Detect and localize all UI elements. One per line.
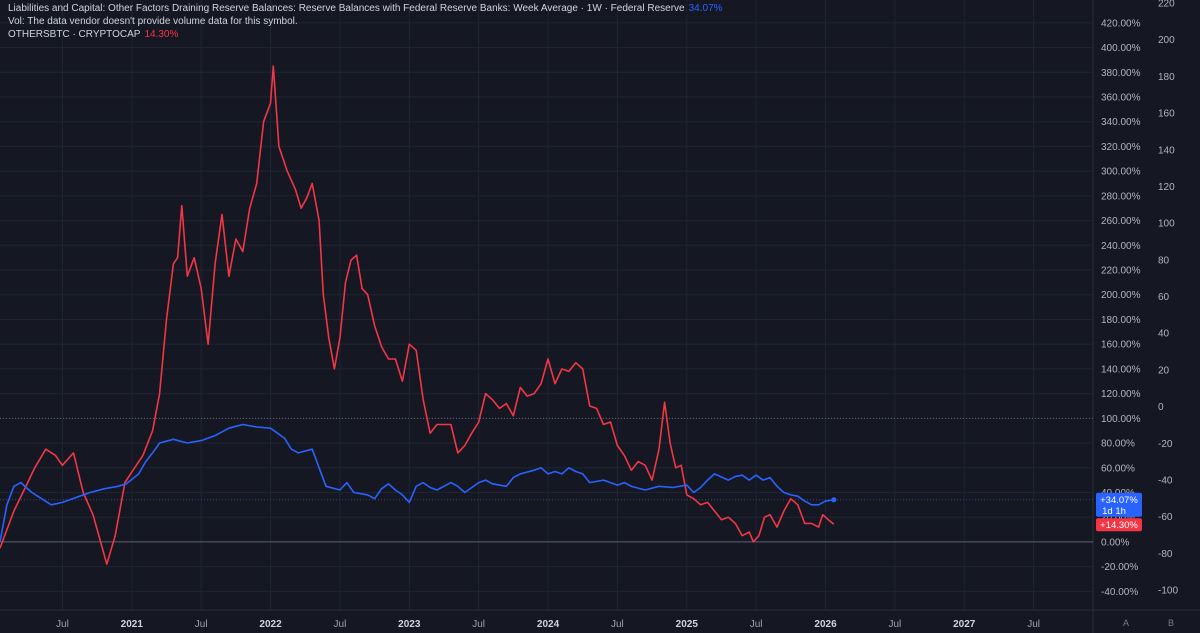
percent-axis-tick-label: 200.00% [1101, 290, 1141, 301]
x-tick-label: 2027 [953, 619, 976, 630]
legend-vol-note: Vol: The data vendor doesn't provide vol… [8, 16, 298, 27]
x-tick-label: Jul [888, 619, 901, 630]
value-axis-tick-label: 220 [1158, 0, 1175, 10]
percent-axis-tick-label: -20.00% [1101, 562, 1138, 573]
badge-blue-countdown: 1d 1h [1102, 506, 1126, 517]
series-line-otherbtc[interactable] [0, 65, 835, 565]
badge-red-value: +14.30% [1100, 520, 1138, 531]
x-axis[interactable]: Jul 2021 Jul 2022 Jul 2023 Jul 2024 Jul 2025 Jul 20… [56, 619, 1040, 630]
value-axis-tick-label: 0 [1158, 402, 1164, 413]
x-tick-label: 2025 [676, 619, 699, 630]
value-axis-tick-label: 40 [1158, 329, 1170, 340]
percent-axis-tick-label: 140.00% [1101, 364, 1141, 375]
percent-axis-tick-label: 80.00% [1101, 439, 1135, 450]
x-tick-label: 2021 [121, 619, 144, 630]
x-tick-label: 2022 [259, 619, 282, 630]
value-axis-tick-label: 180 [1158, 72, 1175, 83]
percent-axis-tick-label: 240.00% [1101, 241, 1141, 252]
x-tick-label: Jul [472, 619, 485, 630]
percent-axis-tick-label: 160.00% [1101, 340, 1141, 351]
percent-axis-tick-label: 120.00% [1101, 389, 1141, 400]
x-tick-label: Jul [750, 619, 763, 630]
x-tick-label: Jul [195, 619, 208, 630]
badge-blue [1096, 492, 1142, 517]
value-axis-tick-label: 200 [1158, 35, 1175, 46]
x-tick-label: Jul [611, 619, 624, 630]
value-axis-tick-label: 80 [1158, 255, 1170, 266]
value-axis-tick-label: -60 [1158, 512, 1173, 523]
reference-lines [0, 417, 1093, 543]
value-axis-tick-label: -100 [1158, 586, 1178, 597]
percent-axis-tick-label: 180.00% [1101, 315, 1141, 326]
axis-mode-a-button[interactable]: A [1123, 618, 1130, 628]
x-tick-label: Jul [1027, 619, 1040, 630]
percent-axis-tick-label: 320.00% [1101, 142, 1141, 153]
percent-axis-tick-label: 400.00% [1101, 43, 1141, 54]
legend-series-2-value: 14.30% [144, 29, 179, 40]
legend-series-1[interactable]: Liabilities and Capital: Other Factors D… [8, 2, 723, 15]
badge-red [1096, 518, 1142, 532]
value-axis-tick-label: 120 [1158, 182, 1175, 193]
percent-axis-tick-label: 360.00% [1101, 92, 1141, 103]
x-tick-label: 2023 [398, 619, 421, 630]
axis-mode-b-button[interactable]: B [1168, 618, 1175, 628]
percent-axis-tick-label: 380.00% [1101, 68, 1141, 79]
series-current-dot [831, 497, 837, 503]
price-badges: +34.07%1d 1h +14.30% [1096, 492, 1142, 532]
series-line-reserve-balances[interactable] [0, 423, 834, 543]
percent-axis-tick-label: 340.00% [1101, 117, 1141, 128]
percent-axis-tick-label: 60.00% [1101, 463, 1135, 474]
value-axis-tick-label: 100 [1158, 219, 1175, 230]
badge-blue-value: +34.07% [1100, 495, 1138, 506]
legend-series-1-title: Liabilities and Capital: Other Factors D… [8, 3, 685, 14]
percent-axis-tick-label: 260.00% [1101, 216, 1141, 227]
value-axis-tick-label: 20 [1158, 365, 1170, 376]
value-axis-tick-label: -40 [1158, 475, 1173, 486]
percent-axis-tick-label: 300.00% [1101, 167, 1141, 178]
value-axis-tick-label: 140 [1158, 145, 1175, 156]
x-tick-label: 2024 [537, 619, 560, 630]
series-lines [0, 65, 837, 565]
right-axes[interactable]: 420.00%400.00%380.00%360.00%340.00%320.0… [1101, 0, 1178, 598]
value-axis-tick-label: 160 [1158, 109, 1175, 120]
x-tick-label: Jul [334, 619, 347, 630]
percent-axis-tick-label: 220.00% [1101, 266, 1141, 277]
legend-series-2[interactable]: OTHERSBTC · CRYPTOCAP 14.30% [8, 28, 723, 41]
x-tick-label: 2026 [814, 619, 837, 630]
legend: Liabilities and Capital: Other Factors D… [8, 2, 723, 41]
percent-axis-tick-label: 420.00% [1101, 18, 1141, 29]
percent-axis-tick-label: 280.00% [1101, 191, 1141, 202]
value-axis-tick-label: 60 [1158, 292, 1170, 303]
percent-axis-tick-label: 0.00% [1101, 537, 1129, 548]
percent-axis-tick-label: 20.00% [1101, 513, 1135, 524]
value-axis-tick-label: -20 [1158, 439, 1173, 450]
legend-series-1-value: 34.07% [688, 3, 723, 14]
legend-series-2-title: OTHERSBTC · CRYPTOCAP [8, 29, 141, 40]
percent-axis-tick-label: -40.00% [1101, 587, 1138, 598]
x-tick-label: Jul [56, 619, 69, 630]
value-axis-tick-label: -80 [1158, 549, 1173, 560]
percent-axis-tick-label: 100.00% [1101, 414, 1141, 425]
